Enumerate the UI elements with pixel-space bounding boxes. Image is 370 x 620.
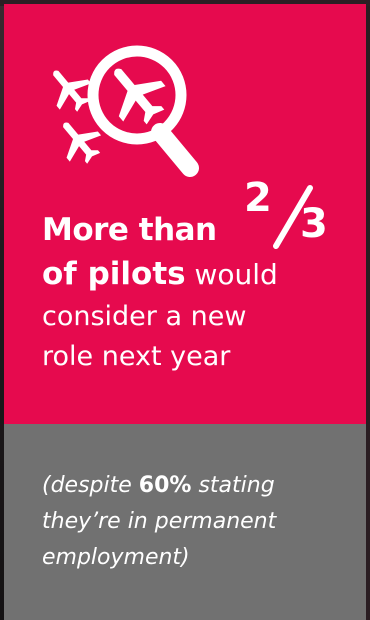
magnifier-lens-icon bbox=[87, 45, 187, 145]
subtext-line-2: they’re in permanent bbox=[42, 509, 277, 534]
fraction-numerator: 2 bbox=[244, 175, 272, 221]
subtext-line-1-start: (despite bbox=[42, 473, 139, 498]
headline-emphasis: of pilots bbox=[42, 256, 186, 292]
airplane-icon bbox=[63, 122, 102, 164]
subtext-percentage: 60% bbox=[138, 473, 192, 498]
headline-line-2: of pilots would bbox=[42, 256, 278, 293]
subtext-panel bbox=[4, 424, 366, 620]
airplane-icon bbox=[114, 68, 166, 125]
fraction-two-thirds: 2 3 bbox=[238, 178, 338, 258]
subtext-line-1: (despite 60% stating bbox=[42, 470, 275, 502]
fraction-slash-icon bbox=[273, 185, 313, 249]
subtext-line-1-end: stating bbox=[191, 473, 275, 498]
magnifier-with-planes-icon bbox=[53, 45, 199, 177]
background-photo-strip bbox=[0, 0, 6, 620]
headline-line-3: consider a new bbox=[42, 301, 247, 332]
airplane-icon bbox=[53, 70, 92, 112]
subtext-line-3: employment) bbox=[42, 545, 190, 570]
headline-line-2-rest: would bbox=[185, 258, 278, 291]
headline-line-1: More than bbox=[42, 212, 217, 248]
background-photo-top bbox=[0, 0, 370, 6]
fraction-denominator: 3 bbox=[300, 201, 328, 247]
magnifier-handle-icon bbox=[151, 123, 199, 177]
headline-line-4: role next year bbox=[42, 341, 231, 372]
headline-panel bbox=[4, 4, 366, 424]
